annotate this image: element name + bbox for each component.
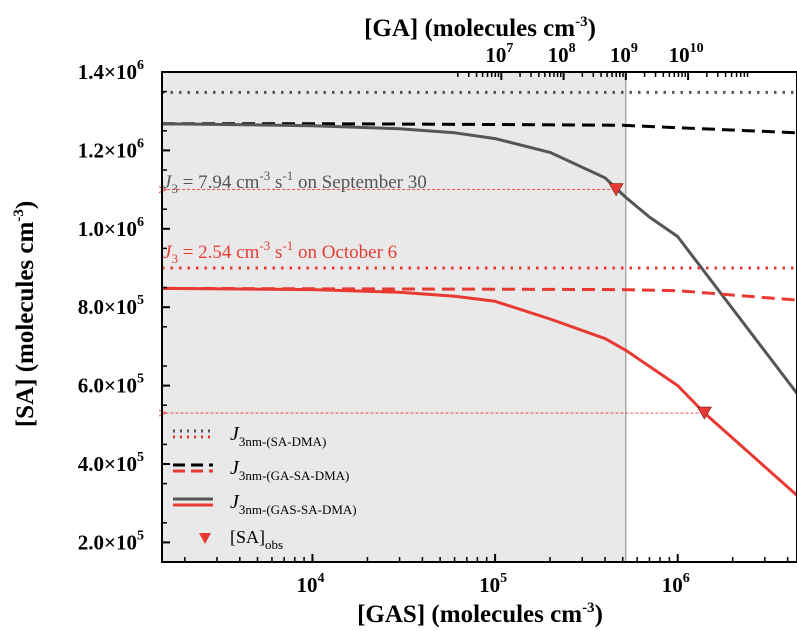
axes: 2.0×105 4.0×105 6.0×105 8.0×105 1.0×106 1.2×1… <box>78 41 797 597</box>
series-layer <box>162 90 797 497</box>
x2-axis-title: [GA] (molecules cm-3) <box>364 14 596 42</box>
x-tick-label: 104 <box>296 571 324 597</box>
legend: J3nm-(SA-DMA) J3nm-(GA-SA-DMA) J3nm-(GAS… <box>173 423 357 552</box>
legend-entry-sa-obs: [SA]obs <box>199 527 283 552</box>
x-tick-label: 105 <box>479 571 507 597</box>
y-tick-label: 4.0×105 <box>78 450 144 476</box>
y-tick-label: 6.0×105 <box>78 372 144 398</box>
x2-tick-label: 107 <box>485 41 513 67</box>
shaded-region <box>162 72 626 562</box>
x2-tick-label: 1010 <box>669 41 704 67</box>
y-tick-label: 2.0×105 <box>78 528 144 554</box>
x-axis-title: [GAS] (molecules cm-3) <box>357 600 603 628</box>
annotation-oct6: J3 = 2.54 cm-3 s-1 on October 6 <box>163 238 397 266</box>
series-sep30_gas_sa_dma <box>162 122 797 395</box>
y-tick-label: 1.2×106 <box>78 136 144 162</box>
observation-guides <box>166 190 699 413</box>
legend-entry-ga-sa-dma: J3nm-(GA-SA-DMA) <box>173 457 349 483</box>
x-tick-label: 106 <box>662 571 690 597</box>
legend-entry-sa-dma: J3nm-(SA-DMA) <box>173 423 326 449</box>
legend-label-sa-obs: [SA]obs <box>230 527 283 552</box>
legend-marker-triangle <box>199 533 211 544</box>
x2-tick-label: 108 <box>548 41 576 67</box>
y-tick-label: 8.0×105 <box>78 293 144 319</box>
plot-frame <box>161 71 797 563</box>
observation-markers <box>608 183 712 420</box>
series-oct6_gas_sa_dma <box>162 286 797 497</box>
y-tick-label: 1.0×106 <box>78 215 144 241</box>
legend-label-sa-dma: J3nm-(SA-DMA) <box>230 423 326 449</box>
y-tick-label: 1.4×106 <box>78 58 144 84</box>
x2-tick-label: 109 <box>610 41 638 67</box>
legend-label-ga-sa-dma: J3nm-(GA-SA-DMA) <box>230 457 349 483</box>
annotation-sep30: J3 = 7.94 cm-3 s-1 on September 30 <box>163 168 427 196</box>
legend-label-gas-sa-dma: J3nm-(GAS-SA-DMA) <box>230 491 357 517</box>
marker-obs_sep30 <box>608 183 624 197</box>
marker-obs_oct6 <box>696 406 712 420</box>
y-axis-title: [SA] (molecules cm-3) <box>11 201 39 427</box>
series-sep30_ga_sa_dma <box>162 122 797 135</box>
legend-entry-gas-sa-dma: J3nm-(GAS-SA-DMA) <box>173 491 357 517</box>
